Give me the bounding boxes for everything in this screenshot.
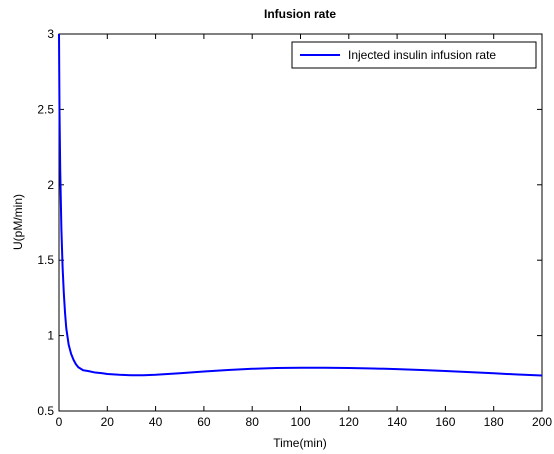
x-tick-label: 0 [56, 415, 63, 429]
x-tick-label: 120 [339, 415, 359, 429]
y-tick-label: 3 [47, 27, 54, 41]
y-axis-label: U(pM/min) [11, 194, 25, 250]
x-tick-label: 160 [435, 415, 455, 429]
series-line-0 [58, 33, 543, 377]
y-tick-label: 2 [47, 178, 54, 192]
x-tick-labels: 0 20 40 60 80 100 120 140 160 180 200 [56, 415, 553, 429]
x-tick-label: 20 [101, 415, 115, 429]
series-lines [58, 33, 543, 377]
legend: Injected insulin infusion rate [291, 41, 537, 69]
y-tick-label: 0.5 [37, 404, 54, 418]
x-tick-label: 180 [484, 415, 504, 429]
y-tick-label: 1 [47, 329, 54, 343]
x-tick-label: 60 [197, 415, 211, 429]
y-tick-label: 2.5 [37, 102, 54, 116]
x-tick-label: 100 [290, 415, 310, 429]
x-tick-label: 80 [246, 415, 260, 429]
plot-area [58, 33, 543, 412]
axis-ticks [58, 33, 543, 412]
x-tick-label: 140 [387, 415, 407, 429]
y-tick-labels: 0.5 1 1.5 2 2.5 3 [37, 27, 54, 418]
chart-title: Infusion rate [264, 7, 336, 21]
x-tick-label: 40 [149, 415, 163, 429]
x-axis-label: Time(min) [273, 436, 327, 450]
x-tick-label: 200 [532, 415, 552, 429]
y-tick-label: 1.5 [37, 253, 54, 267]
legend-entry-label: Injected insulin infusion rate [348, 48, 496, 62]
